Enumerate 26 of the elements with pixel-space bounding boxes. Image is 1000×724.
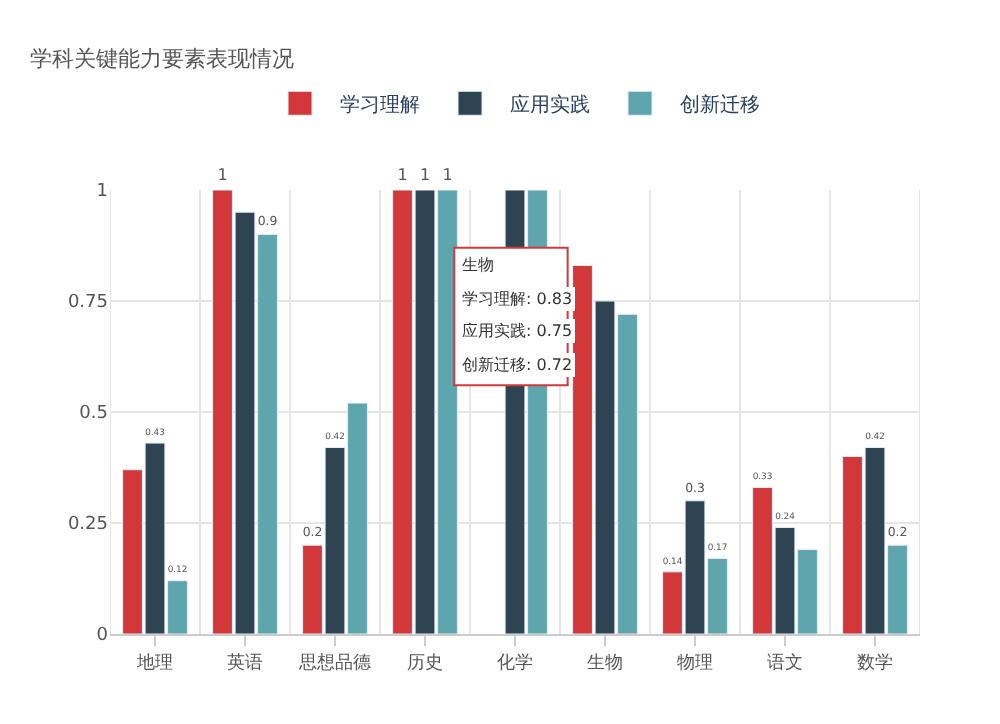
x-tick-label: 思想品德 — [297, 651, 371, 674]
y-tick-label: 0.5 — [79, 404, 108, 425]
x-tick-label: 英语 — [227, 651, 263, 674]
annotation: 创新迁移: 0.72 — [462, 356, 573, 374]
x-tick-label: 生物 — [587, 651, 623, 674]
annotation: 学习理解: 0.83 — [462, 290, 573, 308]
data-label: 1 — [419, 166, 431, 184]
x-tick-label: 语文 — [767, 651, 803, 674]
x-tick-label: 历史 — [407, 651, 443, 674]
data-label: 1 — [397, 166, 408, 184]
legend-label: 学习理解 — [340, 93, 420, 118]
x-tick-label: 数学 — [857, 651, 893, 674]
x-tick-label: 物理 — [677, 651, 713, 674]
data-label: 1 — [217, 166, 228, 184]
chart-title: 学科关键能力要素表现情况 — [30, 46, 294, 73]
annotation: 生物 — [462, 256, 494, 274]
y-tick-label: 1 — [96, 182, 108, 203]
annotation: 应用实践: 0.75 — [462, 322, 573, 340]
x-tick-label: 化学 — [497, 651, 533, 674]
y-tick-label: 0.25 — [67, 515, 108, 536]
y-tick-label: 0.75 — [67, 293, 108, 314]
x-tick-label: 地理 — [135, 651, 173, 674]
data-label: 1 — [442, 166, 453, 184]
y-tick-label: 0 — [96, 626, 109, 647]
legend-label: 应用实践 — [510, 93, 590, 118]
legend-label: 创新迁移 — [680, 93, 760, 118]
